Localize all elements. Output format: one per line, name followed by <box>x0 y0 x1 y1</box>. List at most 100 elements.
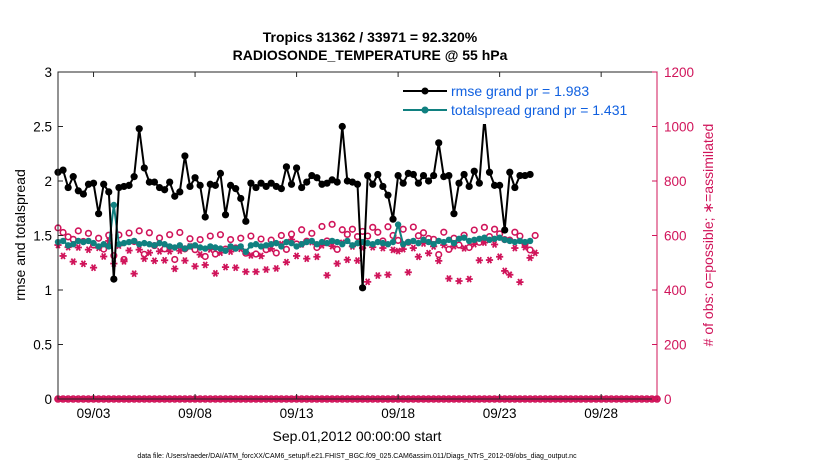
obs-possible-point <box>135 227 143 235</box>
spread-point <box>450 239 458 247</box>
obs-assimilated-point-stroke <box>70 258 76 266</box>
obs-assimilated-point <box>292 252 301 260</box>
spread-point <box>410 237 417 245</box>
spread-point <box>257 243 265 250</box>
obs-possible-point <box>445 245 453 253</box>
spread-point <box>491 235 498 242</box>
obs-assimilated-point <box>262 265 270 274</box>
rmse-point <box>211 181 219 189</box>
obs-assimilated-point-stroke <box>344 256 350 264</box>
spread-point <box>110 201 118 209</box>
spread-point <box>399 241 407 248</box>
obs-assimilated-point-stroke <box>222 263 229 271</box>
obs-assimilated-point <box>475 256 483 264</box>
obs-assimilated-point-stroke <box>212 269 218 277</box>
obs-assimilated-point-stroke <box>202 261 208 269</box>
obs-possible-point <box>338 226 346 234</box>
spread-point <box>141 239 148 247</box>
x-tick-label: 09/23 <box>483 406 517 421</box>
obs-possible-point <box>166 231 174 239</box>
obs-possible-point <box>480 223 489 231</box>
rmse-point <box>145 178 153 186</box>
obs-assimilated-point-stroke <box>466 275 472 283</box>
spread-point <box>196 244 204 251</box>
y-tick-label: 2 <box>44 174 52 189</box>
obs-assimilated-point-stroke <box>75 243 81 252</box>
obs-possible-point <box>211 250 219 258</box>
obs-assimilated-point <box>323 271 331 279</box>
obs-possible-point <box>176 228 184 237</box>
obs-assimilated-point-stroke <box>192 262 198 270</box>
y-right-tick-label: 200 <box>664 338 687 353</box>
rmse-point <box>110 275 118 283</box>
obs-assimilated-point-stroke <box>415 253 421 261</box>
legend: rmse grand pr = 1.983 totalspread grand … <box>398 78 648 124</box>
obs-assimilated-point <box>252 268 260 276</box>
obs-possible-point <box>257 235 265 243</box>
obs-assimilated-point <box>140 255 148 263</box>
obs-assimilated-point-stroke <box>476 256 482 264</box>
obs-assimilated-point <box>135 246 143 254</box>
obs-assimilated-point-stroke <box>90 264 97 272</box>
obs-assimilated-point-stroke <box>491 240 498 249</box>
obs-assimilated-point-stroke <box>425 249 432 257</box>
obs-possible-point <box>145 229 153 237</box>
spread-point <box>501 236 508 244</box>
y-axis-left: 0 0.5 1 1.5 2 2.5 3 <box>33 65 63 407</box>
spread-point <box>303 238 310 246</box>
rmse-point <box>130 173 138 181</box>
obs-assimilated-point <box>445 274 453 283</box>
rmse-point <box>516 171 524 180</box>
obs-assimilated-point-stroke <box>146 249 152 257</box>
rmse-point <box>460 170 468 179</box>
rmse-point <box>490 181 499 189</box>
obs-assimilated-point <box>490 240 499 249</box>
spread-point <box>95 243 102 250</box>
obs-possible-point <box>110 252 118 260</box>
obs-assimilated-point <box>272 264 280 273</box>
obs-assimilated-point-stroke <box>283 258 290 266</box>
footer-text: data file: /Users/raeder/DAI/ATM_forcXX/… <box>137 453 577 460</box>
obs-possible-point <box>95 234 103 242</box>
obs-assimilated-point <box>384 271 392 279</box>
spread-point <box>460 234 468 241</box>
obs-assimilated-point <box>69 258 77 266</box>
rmse-point <box>191 174 199 182</box>
obs-possible-point <box>282 245 291 253</box>
obs-assimilated-point-stroke <box>197 251 203 259</box>
obs-assimilated-point-stroke <box>151 257 158 265</box>
rmse-point <box>333 178 341 186</box>
obs-assimilated-point <box>465 275 473 283</box>
obs-assimilated-point <box>343 256 351 264</box>
rmse-point <box>176 188 184 196</box>
obs-assimilated-point <box>74 243 82 252</box>
spread-point <box>115 241 123 248</box>
obs-assimilated-point-stroke <box>507 271 513 279</box>
spread-point <box>161 241 168 248</box>
obs-assimilated-point-stroke <box>101 252 107 261</box>
y-right-tick-label: 1200 <box>664 65 694 80</box>
spread-point <box>186 243 194 250</box>
legend-rmse-marker <box>421 87 429 95</box>
legend-box <box>398 78 648 124</box>
obs-assimilated-point-stroke <box>182 257 188 265</box>
x-axis: 09/03 09/08 09/13 09/18 09/23 09/28 <box>77 72 618 421</box>
rmse-point <box>465 182 473 191</box>
rmse-point <box>414 179 423 187</box>
obs-assimilated-point <box>242 268 250 276</box>
rmse-point <box>353 180 362 188</box>
rmse-point <box>287 180 296 188</box>
spread-point <box>369 241 376 248</box>
spread-point <box>207 243 214 250</box>
x-axis-label: Sep.01,2012 00:00:00 start <box>273 428 442 444</box>
rmse-point <box>435 139 443 147</box>
rmse-point <box>221 211 230 219</box>
spread-point <box>394 221 402 228</box>
obs-assimilated-point <box>404 268 412 276</box>
rmse-point <box>69 173 77 181</box>
obs-assimilated-point <box>424 249 433 257</box>
obs-assimilated-point-stroke <box>131 270 137 278</box>
obs-assimilated-point <box>120 257 128 265</box>
obs-assimilated-point <box>59 252 67 260</box>
obs-assimilated-point <box>328 242 336 250</box>
